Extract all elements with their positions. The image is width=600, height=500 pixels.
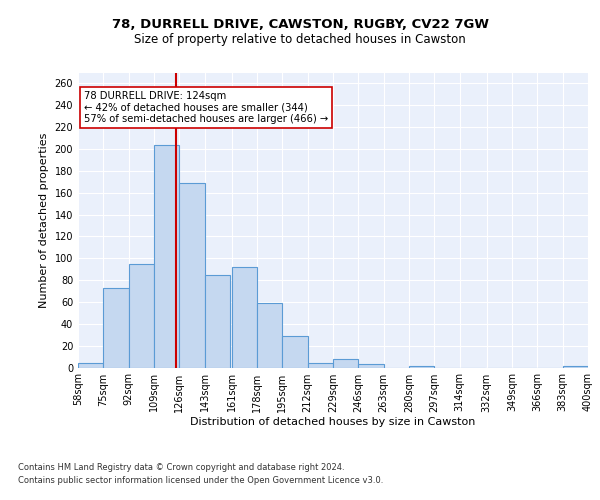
- Text: 78, DURRELL DRIVE, CAWSTON, RUGBY, CV22 7GW: 78, DURRELL DRIVE, CAWSTON, RUGBY, CV22 …: [112, 18, 488, 30]
- Bar: [129, 264, 154, 368]
- Bar: [205, 274, 230, 368]
- Bar: [179, 183, 205, 368]
- Bar: [358, 364, 384, 368]
- Bar: [333, 359, 358, 368]
- Bar: [232, 267, 257, 368]
- Bar: [409, 366, 434, 368]
- Bar: [78, 363, 103, 368]
- Bar: [308, 363, 333, 368]
- Text: Contains HM Land Registry data © Crown copyright and database right 2024.: Contains HM Land Registry data © Crown c…: [18, 464, 344, 472]
- Bar: [257, 303, 282, 368]
- Text: Contains public sector information licensed under the Open Government Licence v3: Contains public sector information licen…: [18, 476, 383, 485]
- Y-axis label: Number of detached properties: Number of detached properties: [39, 132, 49, 308]
- Text: Size of property relative to detached houses in Cawston: Size of property relative to detached ho…: [134, 32, 466, 46]
- X-axis label: Distribution of detached houses by size in Cawston: Distribution of detached houses by size …: [190, 418, 476, 428]
- Bar: [563, 366, 588, 368]
- Bar: [103, 288, 129, 368]
- Bar: [282, 336, 308, 368]
- Text: 78 DURRELL DRIVE: 124sqm
← 42% of detached houses are smaller (344)
57% of semi-: 78 DURRELL DRIVE: 124sqm ← 42% of detach…: [84, 91, 328, 124]
- Bar: [154, 144, 179, 368]
